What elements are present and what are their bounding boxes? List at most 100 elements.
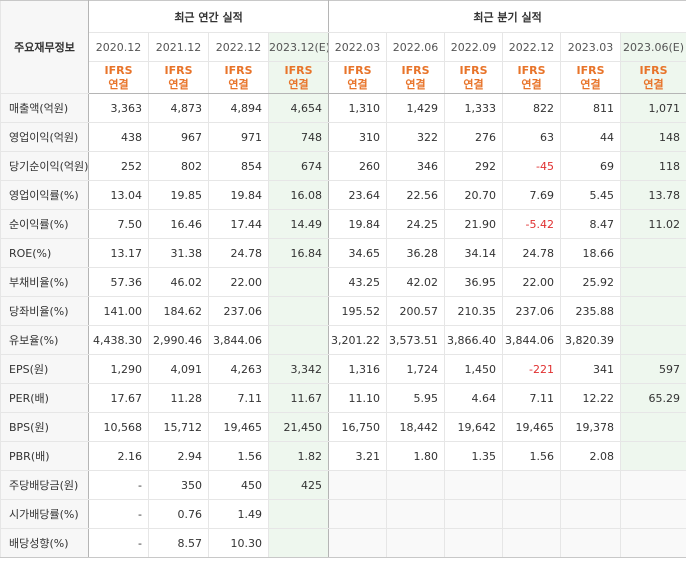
table-cell: - (88, 470, 149, 500)
table-cell: 14.49 (267, 209, 330, 239)
table-cell: 1.49 (208, 499, 269, 529)
table-cell: 971 (208, 122, 269, 152)
table-row: ROE(%) 13.17 31.38 24.78 16.84 34.65 36.28 34.1… (0, 238, 686, 268)
table-cell: 11.28 (148, 383, 209, 413)
table-cell (267, 499, 330, 529)
period-header: 2022.06 (386, 32, 446, 62)
row-label: 매출액(억원) (0, 93, 89, 123)
table-cell: 65.29 (620, 383, 686, 413)
table-cell (328, 499, 388, 529)
table-cell: 15,712 (148, 412, 209, 442)
table-cell: 310 (328, 122, 388, 152)
ifrs-header: IFRS 연결 (88, 61, 149, 94)
table-cell: 34.65 (328, 238, 388, 268)
annual-group-header: 최근 연간 실적 (87, 0, 330, 33)
table-cell: 425 (267, 470, 330, 500)
table-cell: 7.50 (88, 209, 149, 239)
table-cell: 24.25 (386, 209, 446, 239)
table-cell: 1.56 (502, 441, 562, 471)
table-cell: 3,363 (88, 93, 149, 123)
table-cell: 17.67 (88, 383, 149, 413)
table-cell (386, 499, 446, 529)
table-cell: 22.00 (208, 267, 269, 297)
row-label: BPS(원) (0, 412, 89, 442)
consolidated-label: 연결 (108, 77, 129, 91)
table-cell: 1,316 (328, 354, 388, 384)
table-cell: 16.84 (267, 238, 330, 268)
table-cell: 7.11 (208, 383, 269, 413)
table-cell: 5.95 (386, 383, 446, 413)
table-cell: 260 (328, 151, 388, 181)
table-cell: 4,091 (148, 354, 209, 384)
table-cell: 19.85 (148, 180, 209, 210)
table-cell: 4.64 (444, 383, 504, 413)
table-cell: 19,465 (208, 412, 269, 442)
table-cell: 1,429 (386, 93, 446, 123)
table-cell: 195.52 (328, 296, 388, 326)
table-cell: 22.56 (386, 180, 446, 210)
table-cell: 34.14 (444, 238, 504, 268)
table-cell: 16.08 (267, 180, 330, 210)
table-cell: 748 (267, 122, 330, 152)
table-cell (620, 238, 686, 268)
table-cell: 63 (502, 122, 562, 152)
table-cell: 450 (208, 470, 269, 500)
table-cell: 1,333 (444, 93, 504, 123)
table-cell (267, 528, 330, 558)
table-cell: 1.80 (386, 441, 446, 471)
table-cell: 235.88 (560, 296, 622, 326)
table-cell (444, 499, 504, 529)
table-cell: 36.95 (444, 267, 504, 297)
table-cell: 20.70 (444, 180, 504, 210)
ifrs-label: IFRS (164, 63, 193, 77)
ifrs-label: IFRS (639, 63, 668, 77)
table-cell: 3,844.06 (502, 325, 562, 355)
ifrs-label: IFRS (517, 63, 546, 77)
table-cell: 42.02 (386, 267, 446, 297)
consolidated-label: 연결 (405, 77, 426, 91)
table-cell: 19,642 (444, 412, 504, 442)
row-label: 부채비율(%) (0, 267, 89, 297)
table-cell: 438 (88, 122, 149, 152)
period-header: 2023.03 (560, 32, 622, 62)
ifrs-label: IFRS (343, 63, 372, 77)
ifrs-label: IFRS (104, 63, 133, 77)
table-cell: 21.90 (444, 209, 504, 239)
table-cell: -5.42 (502, 209, 562, 239)
table-cell: 19,378 (560, 412, 622, 442)
table-cell: 292 (444, 151, 504, 181)
period-header: 2022.03 (328, 32, 388, 62)
table-row: 순이익률(%) 7.50 16.46 17.44 14.49 19.84 24.25 21.9… (0, 209, 686, 239)
table-cell: 210.35 (444, 296, 504, 326)
table-cell: - (88, 528, 149, 558)
table-cell: 3,573.51 (386, 325, 446, 355)
consolidated-label: 연결 (521, 77, 542, 91)
table-cell: 350 (148, 470, 209, 500)
consolidated-label: 연결 (168, 77, 189, 91)
period-header: 2022.12 (208, 32, 269, 62)
table-cell (620, 470, 686, 500)
table-cell (560, 528, 622, 558)
row-label: 순이익률(%) (0, 209, 89, 239)
table-cell: 11.10 (328, 383, 388, 413)
table-cell (620, 528, 686, 558)
table-cell: 7.69 (502, 180, 562, 210)
table-cell: 1,450 (444, 354, 504, 384)
table-cell: 44 (560, 122, 622, 152)
table-cell: - (88, 499, 149, 529)
quarter-group-header: 최근 분기 실적 (328, 0, 686, 33)
ifrs-header: IFRS 연결 (328, 61, 388, 94)
table-cell: 11.02 (620, 209, 686, 239)
table-cell: 12.22 (560, 383, 622, 413)
table-cell (267, 267, 330, 297)
table-cell: 2,990.46 (148, 325, 209, 355)
table-cell: 1,071 (620, 93, 686, 123)
table-cell: 8.47 (560, 209, 622, 239)
table-cell: 10,568 (88, 412, 149, 442)
row-label: PER(배) (0, 383, 89, 413)
table-cell: 597 (620, 354, 686, 384)
table-row: 매출액(억원) 3,363 4,873 4,894 4,654 1,310 1,429 1,3… (0, 93, 686, 123)
table-cell: 4,438.30 (88, 325, 149, 355)
row-label: PBR(배) (0, 441, 89, 471)
